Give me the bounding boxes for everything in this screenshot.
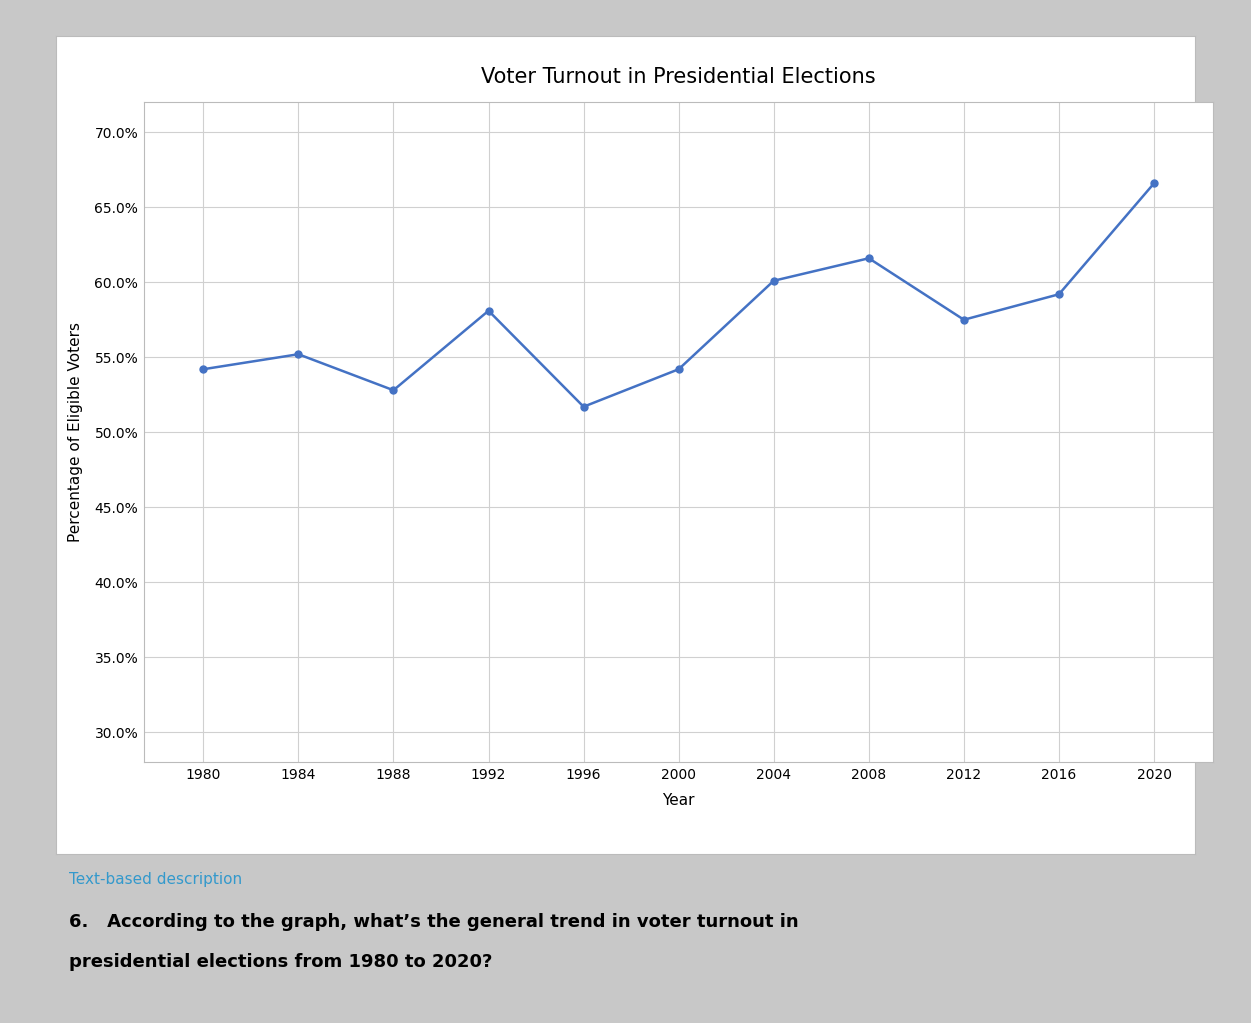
Text: Text-based description: Text-based description <box>69 872 241 887</box>
Title: Voter Turnout in Presidential Elections: Voter Turnout in Presidential Elections <box>482 66 876 87</box>
Text: presidential elections from 1980 to 2020?: presidential elections from 1980 to 2020… <box>69 953 492 972</box>
Text: 6.   According to the graph, what’s the general trend in voter turnout in: 6. According to the graph, what’s the ge… <box>69 913 798 931</box>
X-axis label: Year: Year <box>663 793 694 808</box>
Y-axis label: Percentage of Eligible Voters: Percentage of Eligible Voters <box>69 322 84 542</box>
